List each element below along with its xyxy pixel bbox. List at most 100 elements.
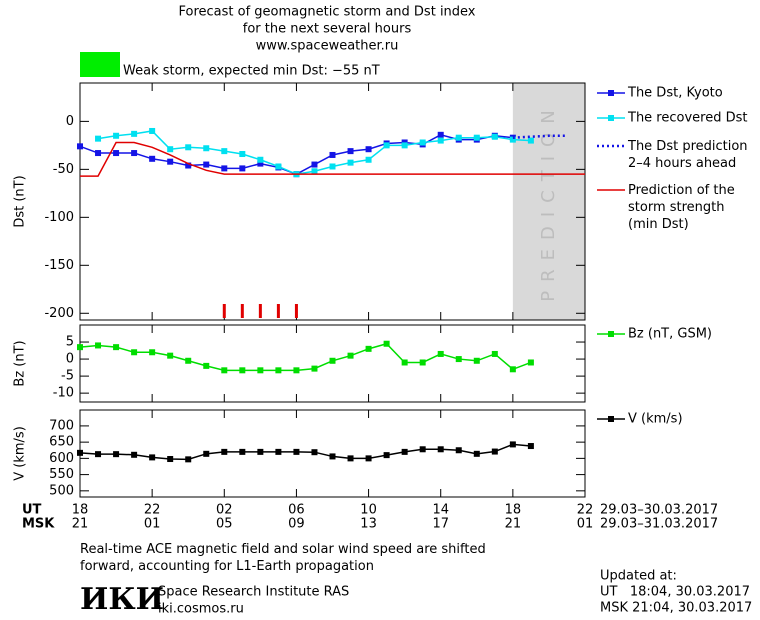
y-axis-label: V (km/s) [13, 426, 28, 481]
series-marker [131, 349, 138, 356]
series-marker [419, 359, 426, 366]
series-marker [293, 367, 300, 374]
x2-tick-label: 17 [432, 517, 449, 532]
series-marker [239, 448, 246, 455]
x-tick-label: 10 [360, 503, 377, 518]
series-marker [509, 441, 516, 448]
y-tick-label: 5 [66, 335, 74, 350]
series-marker [95, 135, 102, 142]
y-tick-label: -200 [44, 306, 74, 321]
series-marker [527, 137, 534, 144]
legend-label: The Dst, Kyoto [627, 86, 723, 101]
series-line [512, 134, 567, 139]
series-marker [239, 165, 246, 172]
x-tick-label: 18 [505, 503, 522, 518]
series-marker [167, 352, 174, 359]
x-tick-label: 22 [577, 503, 594, 518]
x-tick-label: 02 [216, 503, 233, 518]
x-tick-label: 06 [288, 503, 305, 518]
series-marker [437, 137, 444, 144]
series-marker [437, 350, 444, 357]
y-axis-label: Dst (nT) [13, 175, 28, 227]
legend-label: Prediction of the storm strength (min Dst) [628, 183, 735, 232]
x-tick-label: 14 [432, 503, 449, 518]
site: iki.cosmos.ru [158, 602, 244, 617]
updated-label: Updated at: [600, 569, 677, 584]
institute: Space Research Institute RAS [158, 585, 349, 600]
legend-label: The Dst prediction 2–4 hours ahead [627, 139, 748, 171]
series-marker [239, 367, 246, 374]
y-tick-label: -100 [44, 210, 74, 225]
footer-note: Real-time ACE magnetic field and solar w… [80, 542, 486, 574]
series-marker [527, 359, 534, 366]
series-marker [437, 131, 444, 138]
y-axis-label: Bz (nT) [13, 340, 28, 386]
series-marker [509, 136, 516, 143]
series-marker [77, 344, 83, 351]
logo: ИКИ [80, 582, 164, 617]
x-tick-label: 22 [144, 503, 161, 518]
url: www.spaceweather.ru [256, 39, 399, 54]
plot-frame [79, 82, 586, 321]
series-marker [203, 362, 210, 369]
series-marker [257, 160, 264, 167]
series-marker [185, 144, 192, 151]
y-tick-label: -10 [53, 386, 74, 401]
series-marker [311, 365, 318, 372]
y-tick-label: -50 [53, 162, 74, 177]
series-marker [383, 452, 390, 459]
legend-marker [608, 416, 614, 422]
series-marker [221, 448, 228, 455]
series-marker [473, 357, 480, 364]
x2-tick-label: 13 [360, 517, 377, 532]
series-marker [275, 448, 282, 455]
series-marker [131, 451, 138, 458]
prediction-band [512, 83, 585, 320]
x-row-label: UT [22, 503, 42, 518]
series-marker [329, 453, 336, 460]
series-marker [491, 448, 498, 455]
series-marker [131, 130, 138, 137]
series-marker [149, 127, 156, 134]
series-marker [311, 161, 318, 168]
series-marker [401, 448, 408, 455]
series-marker [113, 132, 120, 139]
legend-label: V (km/s) [628, 412, 683, 427]
series-marker [365, 455, 372, 462]
series-line [79, 443, 531, 461]
series-marker [293, 448, 300, 455]
x2-tick-label: 01 [144, 517, 161, 532]
x-tick-label: 18 [72, 503, 89, 518]
series-marker [275, 367, 282, 374]
series-marker [311, 449, 318, 456]
series-marker [419, 446, 426, 453]
series-marker [311, 168, 318, 175]
series-marker [329, 151, 336, 158]
series-marker [149, 155, 156, 162]
series-marker [203, 450, 210, 457]
series-marker [347, 159, 354, 166]
series-marker [437, 446, 444, 453]
series-marker [77, 143, 83, 150]
series-marker [455, 356, 462, 363]
plot-frame [79, 324, 586, 403]
series-line [80, 141, 585, 177]
y-tick-label: 600 [49, 451, 74, 466]
series-marker [203, 145, 210, 152]
series-marker [347, 455, 354, 462]
series-marker [95, 342, 102, 349]
prediction-label: PREDICTION [538, 101, 559, 301]
series-marker [185, 162, 192, 169]
series-marker [221, 367, 228, 374]
series-marker [95, 150, 102, 157]
series-marker [149, 349, 156, 356]
series-marker [239, 151, 246, 158]
series-marker [95, 451, 102, 458]
x2-tick-label: 21 [72, 517, 89, 532]
y-tick-label: -150 [44, 258, 74, 273]
series-marker [527, 443, 534, 450]
series-marker [491, 350, 498, 357]
series-marker [149, 454, 156, 461]
